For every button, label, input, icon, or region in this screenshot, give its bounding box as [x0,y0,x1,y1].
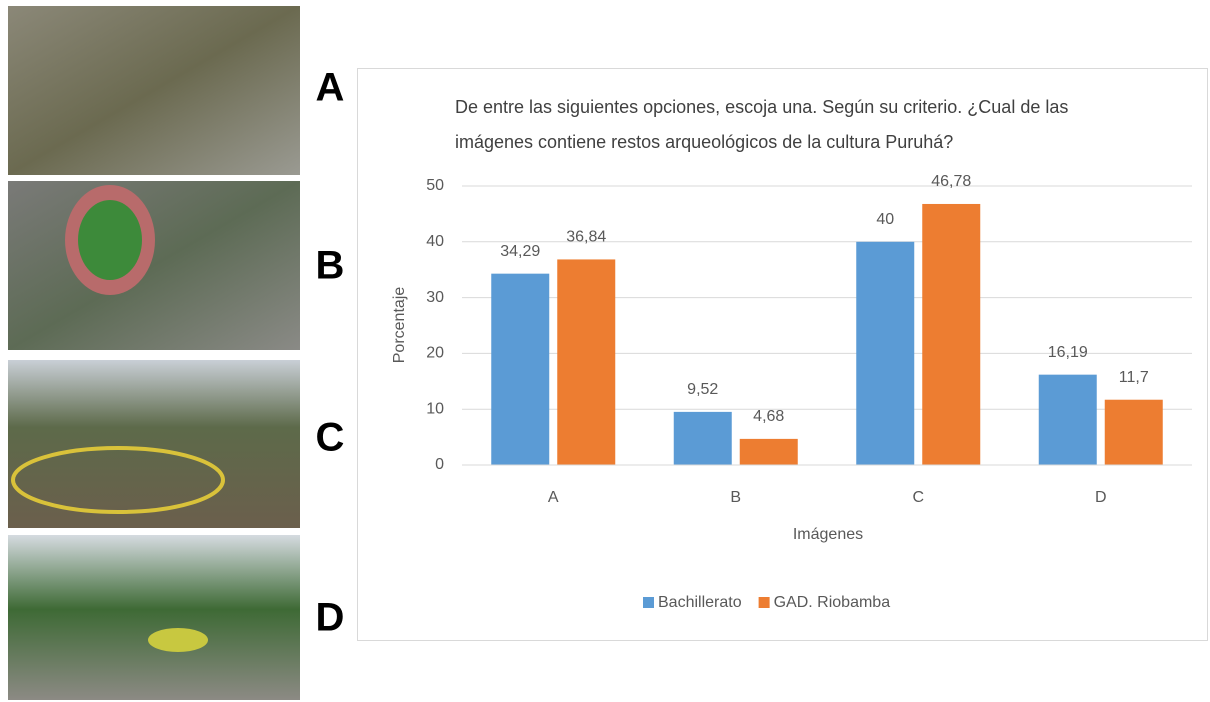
x-tick-label: D [1095,489,1107,506]
legend-label: Bachillerato [658,594,742,611]
data-label: 16,19 [1048,344,1088,361]
y-tick-label: 0 [435,456,444,473]
data-label: 4,68 [753,408,784,425]
x-tick-label: A [548,489,559,506]
chart-frame [357,68,1208,641]
photo-detail [78,200,142,280]
data-label: 34,29 [500,243,540,260]
photo-b [8,181,300,350]
panel-label: D [316,596,345,640]
bar [739,438,798,465]
y-axis-label: Porcentaje [391,287,408,364]
x-tick-label: B [730,489,741,506]
bar [557,259,616,465]
legend-label: GAD. Riobamba [774,594,891,611]
photo-a [8,6,300,175]
data-label: 11,7 [1119,369,1149,386]
photo-d [8,535,300,700]
bar [1038,374,1097,465]
bar [673,411,732,465]
y-tick-label: 30 [426,289,444,306]
panel-label: A [316,66,345,110]
data-label: 36,84 [566,229,606,246]
chart-title: De entre las siguientes opciones, escoja… [455,97,1069,152]
y-tick-label: 20 [426,345,444,362]
y-tick-label: 50 [426,177,444,194]
y-tick-label: 10 [426,400,444,417]
photo-c [8,360,300,528]
photo-detail [11,446,225,514]
x-axis-label: Imágenes [793,526,863,543]
photo-detail [148,628,208,652]
bar [922,203,981,466]
panel-label: B [316,244,345,288]
bar [491,273,550,465]
panel-label: C [316,416,345,460]
legend-swatch [758,597,770,608]
x-tick-label: C [912,489,924,506]
data-label: 46,78 [931,173,971,190]
bar [1104,399,1163,465]
legend-swatch [643,597,654,608]
bar [856,241,915,465]
data-label: 40 [876,211,894,228]
y-tick-label: 40 [426,233,444,250]
data-label: 9,52 [687,381,718,398]
